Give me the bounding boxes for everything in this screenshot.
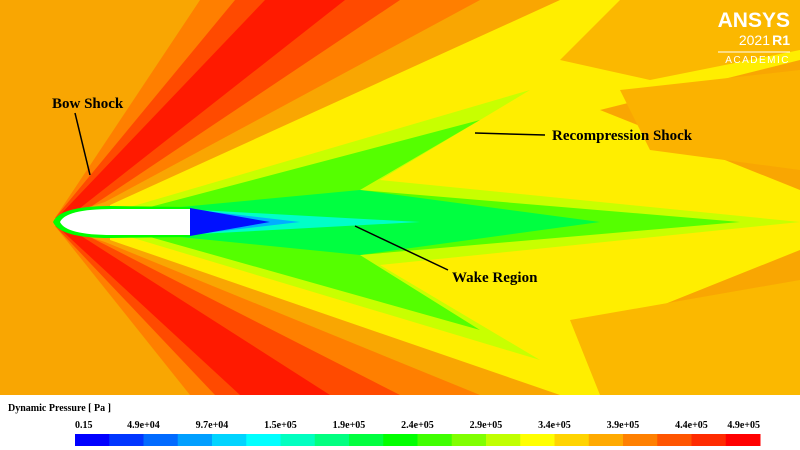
- colorbar-label: 1.9e+05: [333, 420, 366, 431]
- logo-edition: ACADEMIC: [725, 55, 790, 66]
- colorbar-segment: [280, 434, 316, 446]
- logo-brand: ANSYS: [718, 9, 790, 32]
- logo-release: R1: [772, 32, 790, 48]
- legend-title: Dynamic Pressure [ Pa ]: [8, 403, 111, 414]
- colorbar-segment: [212, 434, 247, 446]
- colorbar-segment: [451, 434, 487, 446]
- annotation-line: [74, 112, 91, 176]
- annotation-label: Bow Shock: [52, 96, 124, 112]
- contour-field: [0, 0, 800, 395]
- colorbar-label: 0.15: [75, 420, 93, 431]
- colorbar-segment: [246, 434, 281, 446]
- colorbar-segment: [554, 434, 590, 446]
- colorbar-segment: [314, 434, 350, 446]
- colorbar-label: 4.9e+05: [727, 420, 760, 431]
- colorbar-segment: [349, 434, 384, 446]
- colorbar-segment: [109, 434, 144, 446]
- annotation-label: Wake Region: [452, 270, 538, 286]
- colorbar-segment: [588, 434, 624, 446]
- annotations: Bow Shock Recompression Shock Wake Regio…: [52, 96, 693, 286]
- colorbar-label: 9.7e+04: [196, 420, 229, 431]
- colorbar-segment: [520, 434, 555, 446]
- colorbar-segment: [75, 434, 110, 446]
- colorbar-label: 2.9e+05: [470, 420, 503, 431]
- colorbar-label: 1.5e+05: [264, 420, 297, 431]
- colorbar-segment: [657, 434, 692, 446]
- colorbar-segment: [417, 434, 453, 446]
- colorbar-label: 4.4e+05: [675, 420, 708, 431]
- colorbar-label: 4.9e+04: [127, 420, 160, 431]
- colorbar-label: 2.4e+05: [401, 420, 434, 431]
- colorbar-segment: [623, 434, 658, 446]
- annotation-line: [354, 225, 449, 271]
- annotation-label: Recompression Shock: [552, 128, 693, 144]
- colorbar-label: 3.4e+05: [538, 420, 571, 431]
- colorbar-segment: [383, 434, 418, 446]
- colorbar-segment: [143, 434, 179, 446]
- colorbar-label: 3.9e+05: [607, 420, 640, 431]
- logo: ANSYS 2021 R1 ACADEMIC: [718, 9, 791, 66]
- logo-version: 2021: [739, 32, 770, 48]
- legend: Dynamic Pressure [ Pa ] 0.15 4.9e+04 9.7e+…: [8, 403, 761, 446]
- colorbar-segment: [725, 434, 761, 446]
- colorbar-segment: [691, 434, 727, 446]
- colorbar-segment: [486, 434, 521, 446]
- annotation-line: [474, 132, 546, 136]
- colorbar-segment: [177, 434, 213, 446]
